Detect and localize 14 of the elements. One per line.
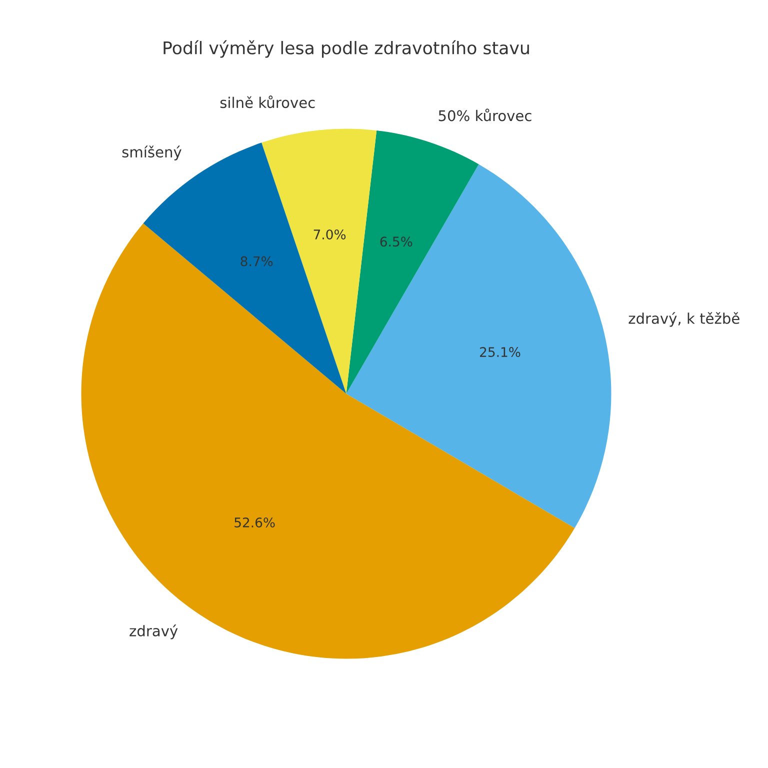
chart-title: Podíl výměry lesa podle zdravotního stavu — [164, 40, 529, 58]
data-label: 52.6% — [234, 517, 275, 528]
data-label: 25.1% — [480, 347, 520, 358]
pie-slice — [346, 164, 612, 528]
slice-label: silně kůrovec — [220, 96, 315, 108]
data-label: 7.0% — [314, 229, 346, 240]
slice-label: zdravý, k těžbě — [628, 312, 740, 327]
data-label: 8.7% — [240, 256, 273, 266]
slice-label: smíšený — [122, 146, 182, 160]
slice-label: zdravý — [130, 624, 178, 640]
pie-slice — [81, 223, 575, 659]
pie-slice — [346, 130, 479, 394]
data-label: 6.5% — [380, 236, 412, 247]
slice-label: 50% kůrovec — [438, 108, 532, 122]
